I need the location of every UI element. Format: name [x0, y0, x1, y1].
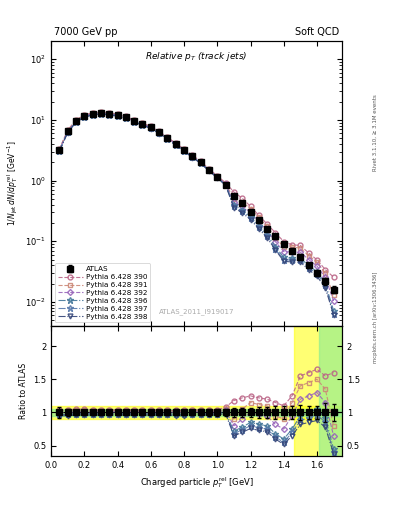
Bar: [51, 406, 342, 419]
Text: Soft QCD: Soft QCD: [295, 27, 339, 37]
Text: 7000 GeV pp: 7000 GeV pp: [54, 27, 118, 37]
Bar: [319, 326, 342, 456]
Y-axis label: Ratio to ATLAS: Ratio to ATLAS: [18, 363, 28, 419]
Y-axis label: $1/N_{\rm jet}\,dN/dp_T^{\rm rel}$ [GeV$^{-1}$]: $1/N_{\rm jet}\,dN/dp_T^{\rm rel}$ [GeV$…: [6, 141, 20, 226]
Legend: ATLAS, Pythia 6.428 390, Pythia 6.428 391, Pythia 6.428 392, Pythia 6.428 396, P: ATLAS, Pythia 6.428 390, Pythia 6.428 39…: [55, 264, 150, 323]
Text: Relative $p_T$ (track jets): Relative $p_T$ (track jets): [145, 50, 248, 62]
Bar: [294, 326, 342, 456]
Text: ATLAS_2011_I919017: ATLAS_2011_I919017: [159, 308, 234, 315]
Bar: [51, 409, 342, 416]
Text: Rivet 3.1.10, ≥ 3.1M events: Rivet 3.1.10, ≥ 3.1M events: [373, 95, 378, 172]
X-axis label: Charged particle $p_T^{\rm rel}$ [GeV]: Charged particle $p_T^{\rm rel}$ [GeV]: [140, 475, 253, 490]
Text: mcplots.cern.ch [arXiv:1306.3436]: mcplots.cern.ch [arXiv:1306.3436]: [373, 272, 378, 363]
